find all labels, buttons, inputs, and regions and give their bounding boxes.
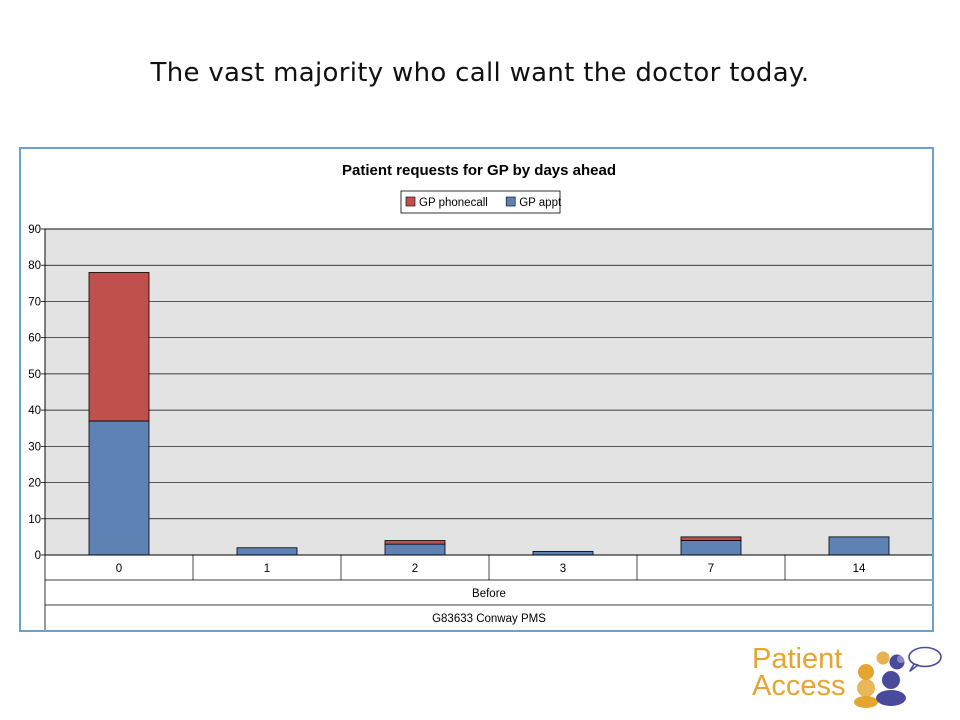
y-tick-label: 90	[28, 224, 41, 236]
x-category-label: 7	[708, 563, 714, 575]
legend: GP phonecall GP appt	[400, 190, 562, 214]
x-axis: 0 1 2 3 7 14 Before G83633 Conway PMS	[45, 554, 932, 625]
chart-frame: 0 10 20 30 40 50 60 70 80 90 0 1 2 3 7 14 Before G83633 …	[19, 147, 934, 632]
legend-swatch	[505, 196, 516, 207]
y-tick-label: 70	[28, 296, 41, 308]
y-tick-label: 30	[28, 441, 41, 453]
stacked-bar-chart: 0 10 20 30 40 50 60 70 80 90 0 1 2 3 7 14 Before G83633 …	[28, 162, 932, 630]
legend-box	[400, 190, 561, 214]
y-tick-label: 10	[28, 514, 41, 526]
y-axis: 0 10 20 30 40 50 60 70 80 90	[28, 224, 46, 630]
logo-wordmark: Patient Access	[752, 643, 846, 702]
bar-gp-phonecall	[680, 536, 742, 541]
bar-gp-phonecall	[88, 272, 150, 422]
gridlines	[45, 228, 932, 556]
bar-gp-phonecall	[384, 540, 446, 545]
bar-gp-appt	[828, 536, 890, 556]
y-tick-label: 60	[28, 333, 41, 345]
x-category-label: 2	[412, 563, 418, 575]
x-category-label: 0	[116, 563, 122, 575]
y-tick-label: 0	[35, 550, 41, 562]
legend-swatch	[405, 196, 416, 207]
x-category-label: 3	[560, 563, 566, 575]
plot-area	[44, 228, 932, 556]
bar-gp-appt	[236, 547, 298, 556]
patient-access-logo: Patient Access	[752, 643, 942, 710]
legend-label: GP phonecall	[419, 197, 488, 209]
logo-people-icon	[854, 646, 942, 708]
x-group-label: Before	[472, 588, 506, 600]
bar-gp-appt	[88, 420, 150, 556]
bars	[88, 272, 890, 556]
slide-title: The vast majority who call want the doct…	[150, 58, 810, 88]
x-category-label: 1	[264, 563, 270, 575]
bar-gp-appt	[532, 550, 594, 556]
legend-label: GP appt	[519, 197, 562, 209]
logo-line-1: Patient	[752, 643, 843, 675]
y-tick-label: 50	[28, 369, 41, 381]
logo-line-2: Access	[752, 670, 846, 702]
bar-gp-appt	[384, 543, 446, 556]
x-footer-label: G83633 Conway PMS	[432, 613, 546, 625]
y-tick-label: 20	[28, 478, 41, 490]
chart-title: Patient requests for GP by days ahead	[342, 162, 616, 179]
bar-gp-appt	[680, 540, 742, 556]
y-tick-label: 80	[28, 260, 41, 272]
x-category-label: 14	[853, 563, 866, 575]
y-tick-label: 40	[28, 405, 41, 417]
